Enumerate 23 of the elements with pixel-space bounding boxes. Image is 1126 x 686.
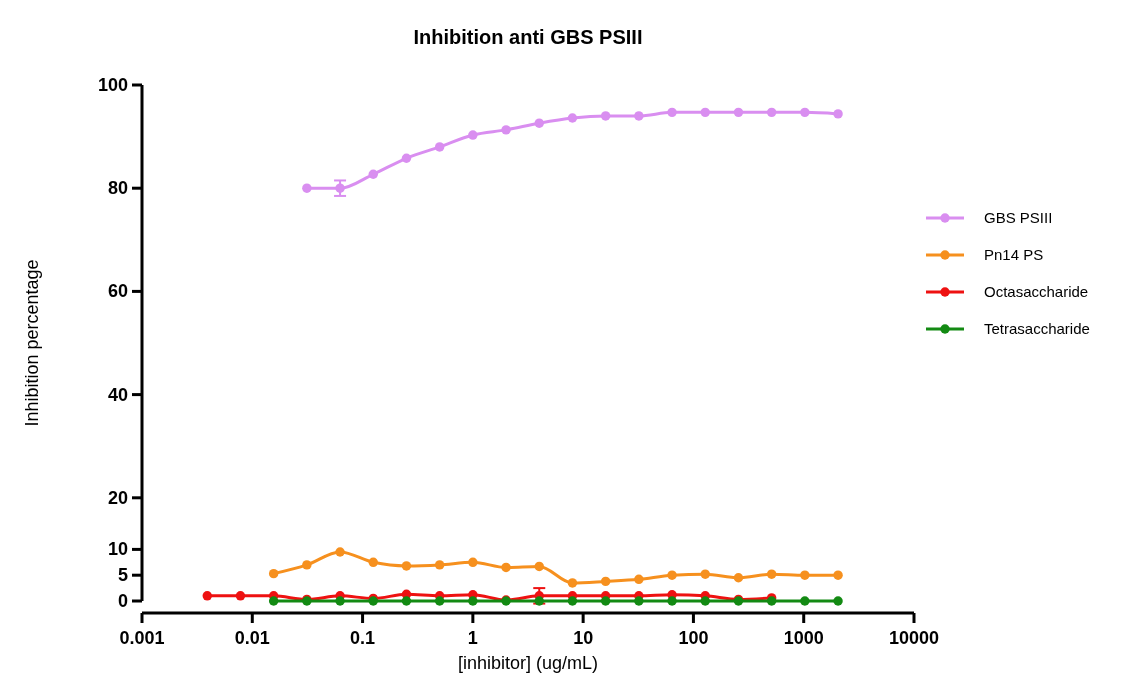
x-tick-label: 10 [573,628,594,648]
x-axis-title: [inhibitor] (ug/mL) [457,653,599,673]
y-tick-label: 20 [107,487,128,508]
x-tick-label: 1 [467,628,478,648]
x-tick-label: 1000 [783,628,824,648]
legend-label: Tetrasaccharide [984,320,1090,337]
x-tick-label: 0.01 [234,628,270,648]
y-tick-label: 0 [117,591,128,611]
y-tick-label: 5 [117,565,128,586]
y-tick-label: 100 [97,75,128,95]
y-axis-title: Inhibition percentage [22,259,42,427]
x-tick-label: 0.001 [119,628,165,648]
x-tick-label: 0.1 [350,628,376,648]
y-tick-label: 60 [107,281,128,302]
y-tick-label: 40 [107,384,128,405]
legend-label: Octasaccharide [984,283,1089,300]
legend-label: GBS PSIII [984,209,1053,226]
x-tick-label: 100 [678,628,709,648]
legend-label: Pn14 PS [984,246,1044,263]
chart-title: Inhibition anti GBS PSIII [413,26,643,48]
x-tick-label: 10000 [888,628,940,648]
y-tick-label: 10 [107,539,128,560]
y-tick-label: 80 [107,178,128,199]
